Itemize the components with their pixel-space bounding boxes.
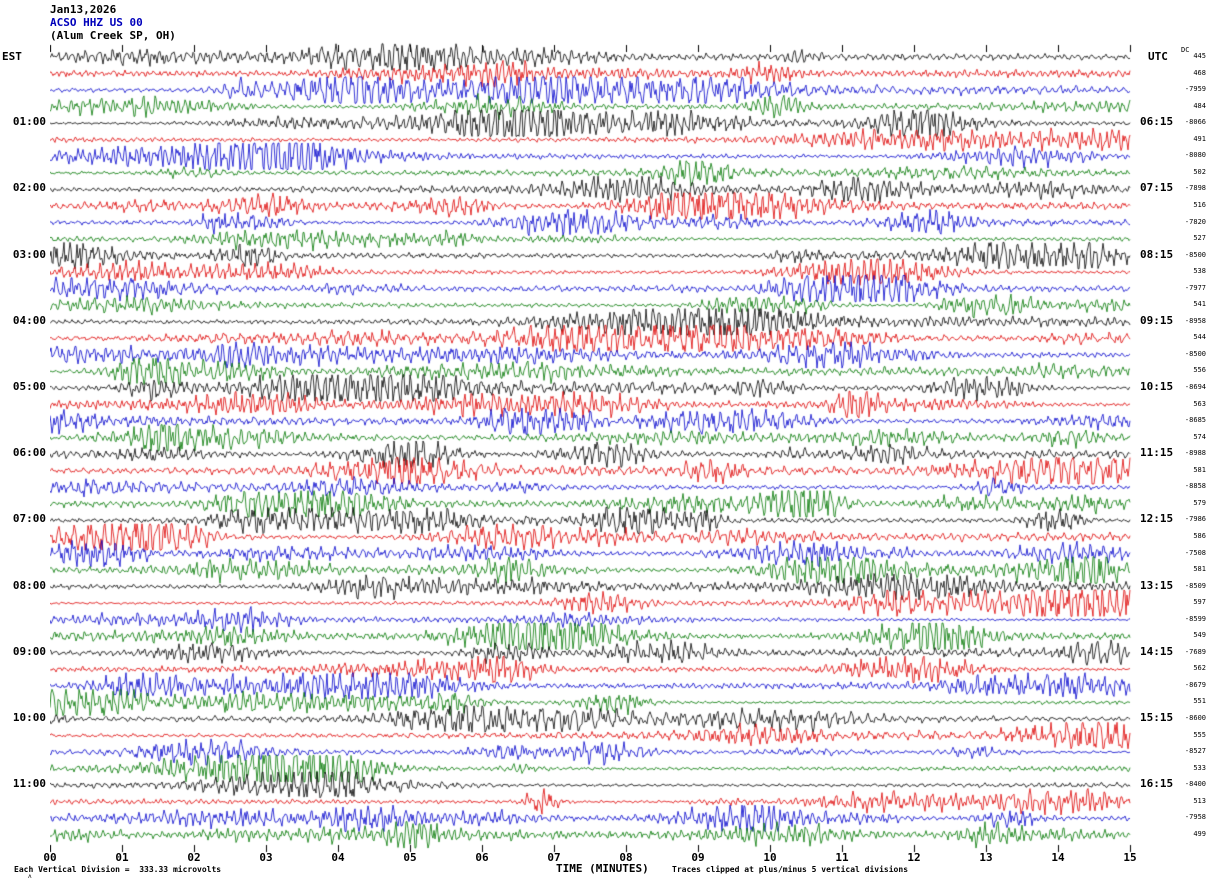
right-hour-label: 15:15 [1140,711,1174,724]
dc-offset-value: -7977 [1184,283,1206,292]
dc-offset-value: -8400 [1184,780,1206,789]
left-hour-label: 03:00 [12,247,46,261]
x-tick-label: 01 [115,851,129,864]
dc-offset-value: -7958 [1184,813,1206,822]
dc-offset-value: 513 [1193,796,1206,805]
x-tick-label: 08 [619,851,633,864]
dc-offset-value: 468 [1193,68,1206,77]
x-tick-label: 14 [1051,851,1065,864]
right-hour-label: 06:15 [1140,115,1174,129]
dc-offset-value: 502 [1193,167,1206,176]
dc-offset-value: -8685 [1184,416,1206,425]
right-hour-label: 11:15 [1140,446,1174,460]
x-tick-label: 09 [691,851,705,864]
dc-offset-value: -8858 [1184,482,1206,491]
left-hour-label: 11:00 [12,777,46,791]
dc-offset-value: 491 [1193,134,1206,143]
dc-offset-value: -8600 [1184,714,1206,722]
x-axis-title: TIME (MINUTES) [556,862,649,875]
dc-offset-value: -8988 [1184,449,1206,458]
left-hour-label: 01:00 [12,115,46,129]
x-tick-label: 00 [43,851,57,864]
corner-mark: ʌ [28,873,32,880]
dc-offset-value: 538 [1193,267,1206,276]
clip-note: Traces clipped at plus/minus 5 vertical … [672,865,909,874]
dc-offset-value: -7689 [1184,647,1206,656]
dc-offset-value: 562 [1193,664,1206,673]
dc-offset-value: -8527 [1184,747,1206,756]
dc-column-label: DC [1181,46,1190,54]
dc-offset-value: 555 [1193,730,1206,739]
x-tick-label: 13 [979,851,993,864]
division-note: Each Vertical Division = 333.33 microvol… [14,865,222,874]
dc-offset-value: 556 [1193,366,1206,375]
right-hour-label: 09:15 [1140,313,1174,327]
dc-offset-value: 581 [1193,565,1206,574]
dc-offset-value: 597 [1193,598,1206,607]
right-hour-label: 14:15 [1140,644,1174,658]
dc-offset-value: -8500 [1184,349,1206,358]
left-hour-label: 02:00 [12,181,46,195]
title-location: (Alum Creek SP, OH) [50,29,176,42]
dc-offset-value: -8679 [1184,680,1206,689]
dc-offset-value: 499 [1193,829,1206,838]
dc-offset-value: 445 [1193,52,1206,60]
dc-offset-value: 484 [1193,101,1206,110]
dc-offset-value: 574 [1193,432,1206,441]
right-hour-label: 08:15 [1140,247,1174,261]
dc-offset-value: -7508 [1184,548,1206,557]
dc-offset-value: 541 [1193,300,1206,309]
dc-offset-value: -7820 [1184,217,1206,226]
right-hour-label: 16:15 [1140,777,1174,791]
dc-offset-value: 533 [1193,763,1206,772]
right-hour-label: 12:15 [1140,512,1174,526]
dc-offset-value: 527 [1193,234,1206,243]
dc-offset-value: 516 [1193,200,1206,209]
dc-offset-value: 579 [1193,498,1206,507]
title-date: Jan13,2026 [50,3,117,16]
dc-offset-value: -8066 [1184,118,1206,127]
x-tick-label: 02 [187,851,201,864]
dc-offset-value: 586 [1193,531,1206,540]
dc-offset-value: 581 [1193,465,1206,474]
dc-offset-value: -7986 [1184,515,1206,524]
dc-offset-value: 549 [1193,631,1206,640]
dc-offset-value: 563 [1193,399,1206,408]
dc-offset-value: -7959 [1184,85,1206,94]
x-tick-label: 07 [547,851,561,864]
x-tick-label: 15 [1123,851,1137,864]
x-tick-label: 03 [259,851,273,864]
dc-offset-value: -8509 [1184,581,1206,590]
x-tick-label: 12 [907,851,921,864]
x-tick-label: 04 [331,851,345,864]
dc-offset-value: -8599 [1184,614,1206,623]
dc-offset-value: -7898 [1184,184,1206,193]
dc-offset-value: 544 [1193,333,1206,342]
left-axis-label: EST [2,50,22,63]
left-hour-label: 08:00 [12,578,46,592]
title-station: ACSO HHZ US 00 [50,16,143,29]
left-hour-label: 04:00 [12,313,46,327]
right-hour-label: 13:15 [1140,578,1174,592]
dc-offset-value: -8500 [1184,250,1206,259]
left-hour-label: 09:00 [12,644,46,658]
left-hour-label: 06:00 [12,446,46,460]
x-tick-label: 10 [763,851,777,864]
dc-offset-value: 551 [1193,697,1206,706]
seismogram-traces [50,40,1132,855]
dc-offset-value: -8958 [1184,316,1206,325]
left-hour-label: 05:00 [12,380,46,393]
x-tick-label: 06 [475,851,489,864]
right-axis-label: UTC [1148,50,1168,63]
x-tick-label: 11 [835,851,849,864]
left-hour-label: 07:00 [12,512,46,526]
dc-offset-value: -8080 [1184,151,1206,160]
right-hour-label: 10:15 [1140,380,1174,393]
dc-offset-value: -8694 [1184,383,1206,391]
x-tick-label: 05 [403,851,417,864]
left-hour-label: 10:00 [12,711,46,724]
right-hour-label: 07:15 [1140,181,1174,195]
